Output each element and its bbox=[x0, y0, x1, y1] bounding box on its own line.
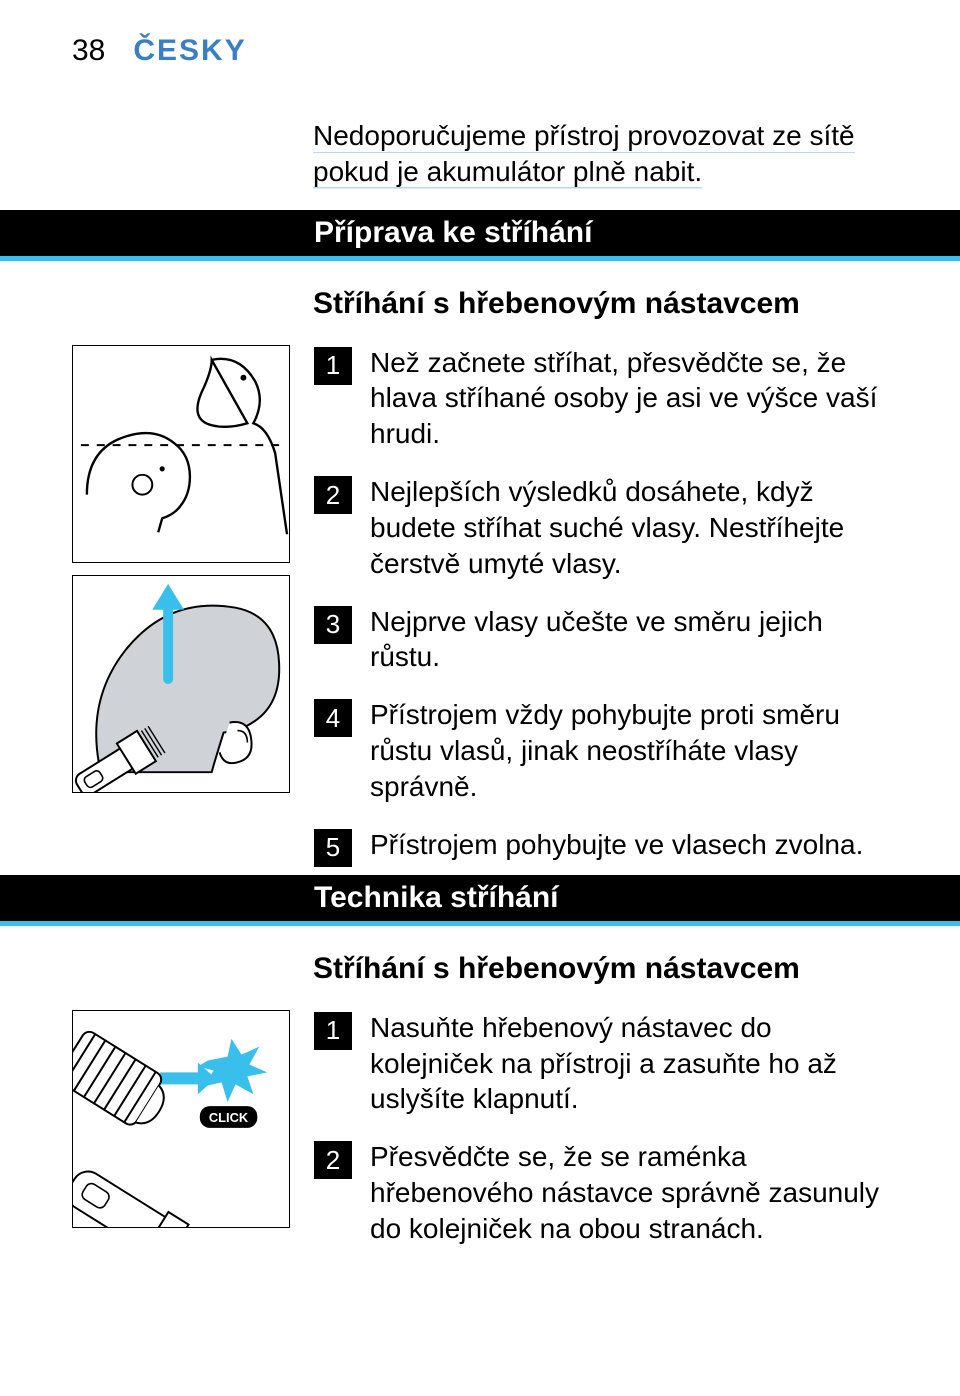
illustration-column-2: CLICK bbox=[72, 1010, 290, 1247]
section2-steps: 1 Nasuňte hřebenový nástavec do kolejnič… bbox=[314, 1010, 888, 1247]
page-number: 38 bbox=[72, 34, 105, 68]
barber-height-icon bbox=[73, 346, 289, 562]
clipper-direction-icon bbox=[73, 576, 289, 792]
illustration-column-1 bbox=[72, 345, 290, 867]
intro-text: Nedoporučujeme přístroj provozovat ze sí… bbox=[313, 120, 855, 189]
language-label: ČESKY bbox=[133, 34, 246, 68]
step-number-box: 2 bbox=[314, 1141, 352, 1179]
step-text: Nejlepších výsledků dosáhete, když budet… bbox=[370, 474, 888, 581]
step-item: 3 Nejprve vlasy učešte ve směru jejich r… bbox=[314, 604, 888, 676]
step-item: 1 Než začnete stříhat, přesvědčte se, že… bbox=[314, 345, 888, 452]
step-text: Přístrojem pohybujte ve vlasech zvolna. bbox=[370, 827, 888, 867]
section2-content: CLICK bbox=[72, 1010, 888, 1247]
step-number-box: 4 bbox=[314, 699, 352, 737]
section1-content: 1 Než začnete stříhat, přesvědčte se, že… bbox=[72, 345, 888, 867]
step-item: 2 Nejlepších výsledků dosáhete, když bud… bbox=[314, 474, 888, 581]
click-text: CLICK bbox=[209, 1110, 249, 1125]
step-item: 1 Nasuňte hřebenový nástavec do kolejnič… bbox=[314, 1010, 888, 1117]
click-label: CLICK bbox=[200, 1106, 257, 1128]
intro-wrap: Nedoporučujeme přístroj provozovat ze sí… bbox=[313, 118, 888, 190]
section-subhead-1: Stříhání s hřebenovým nástavcem bbox=[313, 287, 888, 321]
step-number-box: 5 bbox=[314, 829, 352, 867]
step-number-box: 1 bbox=[314, 347, 352, 385]
page-header: 38 ČESKY bbox=[72, 34, 888, 68]
section1-steps: 1 Než začnete stříhat, přesvědčte se, že… bbox=[314, 345, 888, 867]
step-number-box: 3 bbox=[314, 606, 352, 644]
step-number-box: 2 bbox=[314, 476, 352, 514]
step-text: Přesvědčte se, že se raménka hřebenového… bbox=[370, 1139, 888, 1246]
manual-page: 38 ČESKY Nedoporučujeme přístroj provozo… bbox=[0, 0, 960, 1396]
step-text: Nejprve vlasy učešte ve směru jejich růs… bbox=[370, 604, 888, 676]
banner-text: Příprava ke stříhání bbox=[314, 216, 592, 249]
section-banner-1: Příprava ke stříhání bbox=[0, 210, 960, 261]
step-item: 4 Přístrojem vždy pohybujte proti směru … bbox=[314, 697, 888, 804]
illustration-clipper-direction bbox=[72, 575, 290, 793]
step-number-box: 1 bbox=[314, 1012, 352, 1050]
step-item: 5 Přístrojem pohybujte ve vlasech zvolna… bbox=[314, 827, 888, 867]
illustration-height bbox=[72, 345, 290, 563]
step-text: Nasuňte hřebenový nástavec do kolejniček… bbox=[370, 1010, 888, 1117]
step-item: 2 Přesvědčte se, že se raménka hřebenové… bbox=[314, 1139, 888, 1246]
section-subhead-2: Stříhání s hřebenovým nástavcem bbox=[313, 952, 888, 986]
step-text: Než začnete stříhat, přesvědčte se, že h… bbox=[370, 345, 888, 452]
attach-comb-icon: CLICK bbox=[73, 1011, 289, 1227]
banner-text: Technika stříhání bbox=[314, 881, 559, 914]
step-text: Přístrojem vždy pohybujte proti směru rů… bbox=[370, 697, 888, 804]
illustration-attach-comb: CLICK bbox=[72, 1010, 290, 1228]
section-banner-2: Technika stříhání bbox=[0, 875, 960, 926]
